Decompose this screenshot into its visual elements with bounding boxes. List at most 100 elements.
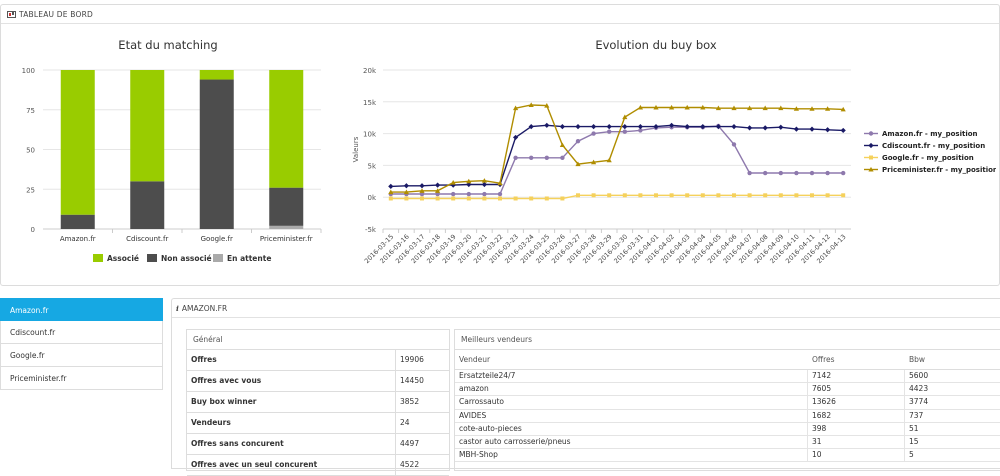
data-point [591, 124, 597, 130]
data-point [544, 196, 549, 201]
general-label: Buy box winner [187, 392, 396, 412]
data-point [606, 124, 612, 130]
y-axis-label: Valeurs [352, 136, 360, 162]
data-point [669, 193, 674, 198]
data-point [466, 196, 471, 201]
info-icon: i [176, 304, 179, 313]
data-point [622, 193, 627, 198]
tab-priceminister[interactable]: Priceminister.fr [0, 367, 163, 390]
vendor-offres: 1682 [808, 409, 905, 422]
data-point [607, 129, 612, 134]
data-point [435, 191, 440, 197]
table-row: Offres 19906 [187, 350, 449, 371]
y-tick-label: 0 [31, 226, 35, 234]
data-point [747, 193, 752, 198]
data-point [544, 122, 550, 128]
data-point [700, 124, 706, 130]
data-point [403, 183, 409, 189]
data-point [700, 104, 706, 110]
data-point [607, 193, 612, 198]
data-point [778, 105, 784, 111]
data-point [622, 124, 628, 130]
series-line [390, 124, 844, 188]
data-point [559, 142, 565, 148]
y-tick-label: 75 [26, 107, 35, 115]
table-row: Vendeurs 24 [187, 413, 449, 434]
data-point [809, 106, 815, 111]
table-row: MBH-Shop 10 5 [455, 449, 1000, 463]
data-point [451, 196, 456, 201]
vendor-name: MBH-Shop [455, 449, 808, 462]
general-label: Offres sans concurent [187, 434, 396, 454]
data-point [560, 196, 565, 201]
vendor-bbw: 15 [909, 436, 919, 446]
data-point [466, 178, 472, 184]
data-point [868, 142, 874, 149]
table-row: Offres avec un seul concurent 4522 [187, 455, 449, 476]
general-value: 4522 [400, 460, 420, 469]
data-point [622, 129, 627, 134]
data-point [497, 180, 503, 186]
data-point [715, 124, 721, 130]
detail-header: i AMAZON.FR [172, 299, 1000, 318]
data-point [560, 155, 565, 160]
data-point [731, 142, 737, 147]
data-point [513, 105, 519, 111]
data-point [685, 193, 690, 198]
data-point [498, 196, 502, 201]
buybox-chart: -5k0k5k10k15k20kValeurs2016-03-152016-03… [352, 67, 996, 265]
data-point [778, 170, 783, 176]
y-tick-label: 25 [26, 186, 35, 194]
tab-amazon[interactable]: Amazon.fr [0, 298, 163, 321]
vendors-panel: Meilleurs vendeurs Vendeur Offres Bbw Er… [454, 329, 1000, 471]
vendor-offres: 398 [808, 422, 905, 435]
vendor-bbw: 51 [909, 423, 919, 433]
data-point [715, 105, 721, 111]
data-point [638, 128, 643, 133]
data-point [841, 170, 846, 176]
data-point [747, 105, 753, 111]
detail-title: AMAZON.FR [181, 304, 228, 313]
data-point [794, 170, 799, 176]
table-row: castor auto carrosserie/pneus 31 15 [455, 435, 1000, 450]
data-point [669, 104, 675, 110]
data-point [825, 170, 830, 176]
chart-icon [7, 11, 16, 18]
general-value: 14450 [400, 376, 424, 385]
data-point [732, 193, 736, 198]
data-point [763, 170, 768, 176]
data-point [419, 188, 425, 193]
data-point [575, 124, 581, 130]
vendor-offres: 13626 [808, 396, 905, 409]
data-point [450, 179, 456, 185]
data-point [388, 196, 393, 201]
data-point [793, 126, 799, 132]
y-tick-label: 0k [367, 194, 376, 202]
data-point [482, 196, 487, 201]
y-tick-label: 100 [22, 67, 35, 75]
data-point [435, 188, 441, 193]
vendors-table-header: Vendeur Offres Bbw [455, 350, 1000, 370]
data-point [606, 157, 612, 163]
data-point [778, 193, 783, 198]
data-point [482, 191, 487, 197]
data-point [637, 104, 643, 110]
y-tick-label: -5k [365, 226, 377, 234]
vendor-name: amazon [455, 383, 808, 396]
vendors-title: Meilleurs vendeurs [455, 330, 1000, 350]
legend-swatch [213, 254, 223, 262]
general-label: Offres avec vous [187, 371, 396, 391]
data-point [731, 105, 737, 111]
general-label: Offres [187, 350, 396, 370]
tab-cdiscount[interactable]: Cdiscount.fr [0, 321, 163, 344]
dashboard-header: TABLEAU DE BORD [1, 5, 999, 24]
data-point [840, 106, 846, 112]
data-point [653, 104, 659, 110]
data-point [825, 106, 831, 111]
y-tick-label: 20k [363, 67, 377, 75]
data-point [637, 124, 643, 130]
buybox-chart-title: Evolution du buy box [595, 38, 717, 52]
tab-google[interactable]: Google.fr [0, 344, 163, 367]
table-row: AVIDES 1682 737 [455, 409, 1000, 423]
data-point [559, 124, 565, 130]
